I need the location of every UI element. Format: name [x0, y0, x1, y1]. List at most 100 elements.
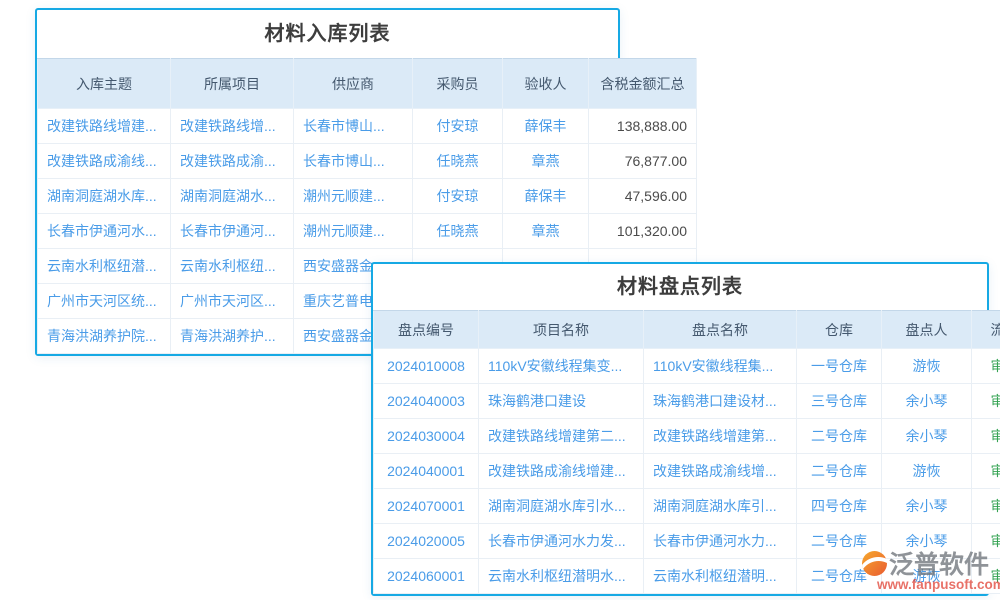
- cell-code[interactable]: 2024070001: [373, 488, 479, 524]
- cell-project-name[interactable]: 珠海鹤港口建设: [478, 383, 644, 419]
- cell-status: 审批通过: [971, 488, 1000, 524]
- header-row: 入库主题 所属项目 供应商 采购员 验收人 含税金额汇总: [37, 58, 697, 109]
- cell-warehouse[interactable]: 三号仓库: [796, 383, 882, 419]
- cell-code[interactable]: 2024040003: [373, 383, 479, 419]
- cell-code[interactable]: 2024010008: [373, 348, 479, 384]
- cell-counter[interactable]: 余小琴: [881, 523, 972, 559]
- table-row: 2024030004 改建铁路线增建第二... 改建铁路线增建第... 二号仓库 余小琴…: [373, 418, 1000, 454]
- inventory-list-title: 材料盘点列表: [617, 276, 743, 298]
- cell-code[interactable]: 2024040001: [373, 453, 479, 489]
- cell-amount: 47,596.00: [588, 178, 697, 214]
- cell-project[interactable]: 改建铁路成渝...: [170, 143, 294, 179]
- cell-project[interactable]: 长春市伊通河...: [170, 213, 294, 249]
- cell-project-name[interactable]: 110kV安徽线程集变...: [478, 348, 644, 384]
- cell-inventory-name[interactable]: 珠海鹤港口建设材...: [643, 383, 797, 419]
- column-header-amount: 含税金额汇总: [588, 58, 697, 109]
- table-row: 2024060001云南水利枢纽潜明水...云南水利枢纽潜明...二号仓库游恢审…: [373, 558, 1000, 594]
- cell-counter[interactable]: 游恢: [881, 348, 972, 384]
- inventory-table: 盘点编号项目名称盘点名称仓库盘点人流程状态2024010008110kV安徽线程…: [373, 310, 1000, 594]
- table-row: 2024020005 长春市伊通河水力发... 长春市伊通河水力... 二号仓库 余小琴…: [373, 523, 1000, 559]
- cell-purchaser[interactable]: 付安琼: [412, 108, 503, 144]
- column-header-supplier: 供应商: [293, 58, 413, 109]
- cell-project-name[interactable]: 改建铁路线增建第二...: [478, 418, 644, 454]
- cell-inventory-name[interactable]: 110kV安徽线程集...: [643, 348, 797, 384]
- cell-code[interactable]: 2024020005: [373, 523, 479, 559]
- column-header-project-name: 项目名称: [478, 310, 644, 349]
- inbound-list-title: 材料入库列表: [264, 23, 391, 45]
- cell-counter[interactable]: 余小琴: [881, 383, 972, 419]
- cell-project[interactable]: 湖南洞庭湖水...: [170, 178, 294, 214]
- cell-amount: 101,320.00: [588, 213, 697, 249]
- cell-supplier[interactable]: 长春市博山...: [293, 108, 413, 144]
- cell-project[interactable]: 改建铁路线增...: [170, 108, 294, 144]
- cell-subject[interactable]: 广州市天河区统...: [37, 283, 171, 319]
- cell-inspector[interactable]: 薛保丰: [502, 178, 589, 214]
- cell-inspector[interactable]: 薛保丰: [502, 108, 589, 144]
- cell-status: 审批通过: [971, 453, 1000, 489]
- cell-code[interactable]: 2024060001: [373, 558, 479, 594]
- cell-warehouse[interactable]: 二号仓库: [796, 453, 882, 489]
- cell-supplier[interactable]: 潮州元顺建...: [293, 213, 413, 249]
- table-row: 2024070001 湖南洞庭湖水库引水... 湖南洞庭湖水库引... 四号仓库 余小琴…: [373, 488, 1000, 524]
- cell-status: 审批通过: [971, 523, 1000, 559]
- column-header-purchaser: 采购员: [412, 58, 503, 109]
- cell-counter[interactable]: 游恢: [881, 453, 972, 489]
- cell-status: 审批通过: [971, 418, 1000, 454]
- table-row: 改建铁路成渝线... 改建铁路成渝... 长春市博山... 任晓燕 章燕 76,877.0…: [37, 143, 697, 179]
- cell-subject[interactable]: 青海洪湖养护院...: [37, 318, 171, 354]
- cell-inspector[interactable]: 章燕: [502, 213, 589, 249]
- cell-subject[interactable]: 云南水利枢纽潜...: [37, 248, 171, 284]
- cell-amount: 76,877.00: [588, 143, 697, 179]
- cell-project[interactable]: 广州市天河区...: [170, 283, 294, 319]
- cell-status: 审批通过: [971, 348, 1000, 384]
- table-row: 2024010008 110kV安徽线程集变... 110kV安徽线程集... 一号仓…: [373, 348, 1000, 384]
- column-header-inventory-name: 盘点名称: [643, 310, 797, 349]
- cell-inventory-name[interactable]: 湖南洞庭湖水库引...: [643, 488, 797, 524]
- column-header-warehouse: 仓库: [796, 310, 882, 349]
- cell-project-name[interactable]: 云南水利枢纽潜明水...: [478, 558, 644, 594]
- cell-subject[interactable]: 湖南洞庭湖水库...: [37, 178, 171, 214]
- cell-counter[interactable]: 余小琴: [881, 488, 972, 524]
- column-header-inspector: 验收人: [502, 58, 589, 109]
- cell-purchaser[interactable]: 任晓燕: [412, 143, 503, 179]
- table-row: 2024040001改建铁路成渝线增建...改建铁路成渝线增...二号仓库游恢审…: [373, 453, 1000, 489]
- cell-subject[interactable]: 改建铁路成渝线...: [37, 143, 171, 179]
- header-row: 盘点编号项目名称盘点名称仓库盘点人流程状态: [373, 310, 1000, 349]
- cell-project[interactable]: 云南水利枢纽...: [170, 248, 294, 284]
- cell-amount: 138,888.00: [588, 108, 697, 144]
- cell-counter[interactable]: 余小琴: [881, 418, 972, 454]
- cell-subject[interactable]: 改建铁路线增建...: [37, 108, 171, 144]
- cell-purchaser[interactable]: 付安琼: [412, 178, 503, 214]
- inventory-list-window: 材料盘点列表 盘点编号项目名称盘点名称仓库盘点人流程状态202401000811…: [371, 262, 1000, 596]
- column-header-subject: 入库主题: [37, 58, 171, 109]
- cell-warehouse[interactable]: 二号仓库: [796, 558, 882, 594]
- table-row: 改建铁路线增建... 改建铁路线增... 长春市博山... 付安琼 薛保丰 138,888…: [37, 108, 697, 144]
- cell-project-name[interactable]: 改建铁路成渝线增建...: [478, 453, 644, 489]
- cell-inspector[interactable]: 章燕: [502, 143, 589, 179]
- column-header-counter: 盘点人: [881, 310, 972, 349]
- cell-inventory-name[interactable]: 长春市伊通河水力...: [643, 523, 797, 559]
- cell-warehouse[interactable]: 二号仓库: [796, 523, 882, 559]
- cell-purchaser[interactable]: 任晓燕: [412, 213, 503, 249]
- cell-supplier[interactable]: 长春市博山...: [293, 143, 413, 179]
- column-header-project: 所属项目: [170, 58, 294, 109]
- table-row: 长春市伊通河水... 长春市伊通河... 潮州元顺建... 任晓燕 章燕 101,320.…: [37, 213, 697, 249]
- cell-code[interactable]: 2024030004: [373, 418, 479, 454]
- cell-warehouse[interactable]: 四号仓库: [796, 488, 882, 524]
- cell-project-name[interactable]: 湖南洞庭湖水库引水...: [478, 488, 644, 524]
- cell-warehouse[interactable]: 二号仓库: [796, 418, 882, 454]
- cell-project-name[interactable]: 长春市伊通河水力发...: [478, 523, 644, 559]
- cell-project[interactable]: 青海洪湖养护...: [170, 318, 294, 354]
- cell-supplier[interactable]: 潮州元顺建...: [293, 178, 413, 214]
- column-header-status: 流程状态: [971, 310, 1000, 349]
- table-row: 湖南洞庭湖水库... 湖南洞庭湖水... 潮州元顺建... 付安琼 薛保丰 47,596.…: [37, 178, 697, 214]
- cell-inventory-name[interactable]: 改建铁路成渝线增...: [643, 453, 797, 489]
- cell-warehouse[interactable]: 一号仓库: [796, 348, 882, 384]
- cell-inventory-name[interactable]: 改建铁路线增建第...: [643, 418, 797, 454]
- cell-inventory-name[interactable]: 云南水利枢纽潜明...: [643, 558, 797, 594]
- cell-status: 审批通过: [971, 558, 1000, 594]
- cell-counter[interactable]: 游恢: [881, 558, 972, 594]
- cell-status: 审批通过: [971, 383, 1000, 419]
- cell-subject[interactable]: 长春市伊通河水...: [37, 213, 171, 249]
